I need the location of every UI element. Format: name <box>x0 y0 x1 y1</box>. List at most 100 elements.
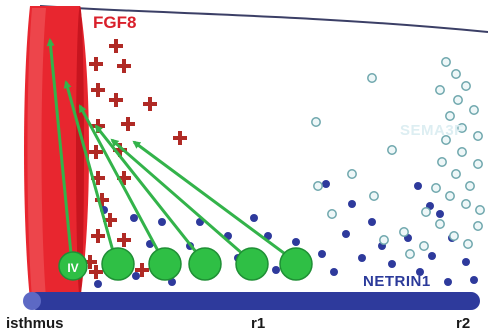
netrin-dot-icon <box>168 278 176 286</box>
netrin-dot-icon <box>462 258 470 266</box>
netrin-dot-icon <box>318 250 326 258</box>
plus-sign-bar-v <box>140 263 144 277</box>
sema3f-ring-icon <box>313 181 323 191</box>
plus-sign-bar-v <box>126 117 130 131</box>
floor-plate-bar <box>28 292 480 310</box>
plus-sign-bar-v <box>118 143 122 157</box>
netrin-dot-icon <box>358 254 366 262</box>
sema3f-ring-icon <box>445 111 455 121</box>
sema3f-ring-icon <box>405 249 415 259</box>
netrin-dot-icon <box>250 214 258 222</box>
sema3f-ring-icon <box>437 157 447 167</box>
netrin-dot-icon <box>342 230 350 238</box>
plus-sign-bar-v <box>114 39 118 53</box>
plus-sign-bar-v <box>100 193 104 207</box>
sema3f-ring-icon <box>451 169 461 179</box>
netrin-dot-icon <box>322 180 330 188</box>
plus-sign-bar-v <box>96 229 100 243</box>
plus-sign-icon <box>143 97 157 111</box>
neuron-circle-icon <box>58 251 88 281</box>
plus-sign-icon <box>113 143 127 157</box>
plus-sign-bar-v <box>148 97 152 111</box>
trajectory-arrow-icon <box>110 138 253 264</box>
sema3f-label: SEMA3F <box>400 122 464 139</box>
netrin-dot-icon <box>94 280 102 288</box>
netrin-dot-icon <box>414 182 422 190</box>
sema3f-ring-icon <box>453 95 463 105</box>
plus-sign-icon <box>117 233 131 247</box>
sema3f-ring-icon <box>441 135 451 145</box>
netrin-dot-icon <box>158 218 166 226</box>
sema3f-ring-icon <box>421 207 431 217</box>
sema3f-ring-icon <box>473 159 483 169</box>
neuron-circle-icon <box>188 247 222 281</box>
sema3f-ring-icon <box>449 231 459 241</box>
trajectory-arrow-icon <box>132 140 297 264</box>
plus-sign-icon <box>109 93 123 107</box>
neuron-iv-label: IV <box>67 261 79 275</box>
sema3f-ring-icon <box>473 221 483 231</box>
plus-sign-icon <box>91 83 105 97</box>
plus-sign-bar-v <box>96 171 100 185</box>
sema3f-ring-icon <box>367 73 377 83</box>
r2-label: r2 <box>456 315 471 332</box>
plus-sign-bar-v <box>122 171 126 185</box>
plus-sign-bar-v <box>88 255 92 269</box>
plus-sign-icon <box>135 263 149 277</box>
sema3f-ring-icon <box>327 209 337 219</box>
netrin1-label: NETRIN1 <box>363 273 431 290</box>
sema3f-ring-icon <box>311 117 321 127</box>
sema3f-ring-icon <box>461 81 471 91</box>
neuron-circle-icon <box>101 247 135 281</box>
sema3f-ring-icon <box>457 123 467 133</box>
fgf8-label: FGF8 <box>93 13 137 32</box>
sema3f-ring-icon <box>435 219 445 229</box>
netrin-dot-icon <box>444 278 452 286</box>
netrin-dot-icon <box>272 266 280 274</box>
isthmus-band-edge <box>76 6 84 298</box>
sema3f-ring-icon <box>431 183 441 193</box>
plus-sign-icon <box>103 213 117 227</box>
plus-sign-icon <box>173 131 187 145</box>
netrin-dot-icon <box>348 200 356 208</box>
plus-sign-icon <box>89 57 103 71</box>
netrin-dot-icon <box>368 218 376 226</box>
plus-sign-bar-v <box>96 83 100 97</box>
r1-label: r1 <box>251 315 266 332</box>
trajectory-arrow-icon <box>46 38 74 265</box>
plus-sign-bar-v <box>94 265 98 279</box>
plus-sign-icon <box>89 145 103 159</box>
netrin-dot-icon <box>388 260 396 268</box>
plus-sign-bar-v <box>122 233 126 247</box>
sema3f-ring-icon <box>445 191 455 201</box>
sema3f-ring-icon <box>465 181 475 191</box>
sema3f-ring-icon <box>475 205 485 215</box>
sema3f-ring-icon <box>463 239 473 249</box>
neural-tube-outline <box>39 5 488 33</box>
trajectory-arrow-icon <box>63 80 118 263</box>
sema3f-ring-icon <box>457 147 467 157</box>
netrin-dot-icon <box>132 272 140 280</box>
sema3f-ring-icon <box>387 145 397 155</box>
neuron-circle-icon <box>148 247 182 281</box>
sema3f-ring-icon <box>441 57 451 67</box>
netrin-dot-icon <box>428 252 436 260</box>
plus-sign-icon <box>91 229 105 243</box>
plus-sign-bar-v <box>94 145 98 159</box>
sema3f-ring-icon <box>473 131 483 141</box>
plus-sign-bar-v <box>178 131 182 145</box>
migrating-neurons <box>58 247 313 281</box>
sema3f-ring-icon <box>461 199 471 209</box>
sema3f-ring-icon <box>347 169 357 179</box>
plus-sign-icon <box>89 265 103 279</box>
sema3f-ring-icon <box>419 241 429 251</box>
trajectory-arrow-icon <box>94 124 206 263</box>
plus-sign-icon <box>121 117 135 131</box>
plus-sign-icon <box>83 255 97 269</box>
trajectory-arrow-icon <box>78 104 166 263</box>
netrin-dot-icon <box>292 238 300 246</box>
plus-sign-bar-v <box>94 57 98 71</box>
plus-sign-icon <box>117 59 131 73</box>
sema3f-ring-icon <box>435 85 445 95</box>
